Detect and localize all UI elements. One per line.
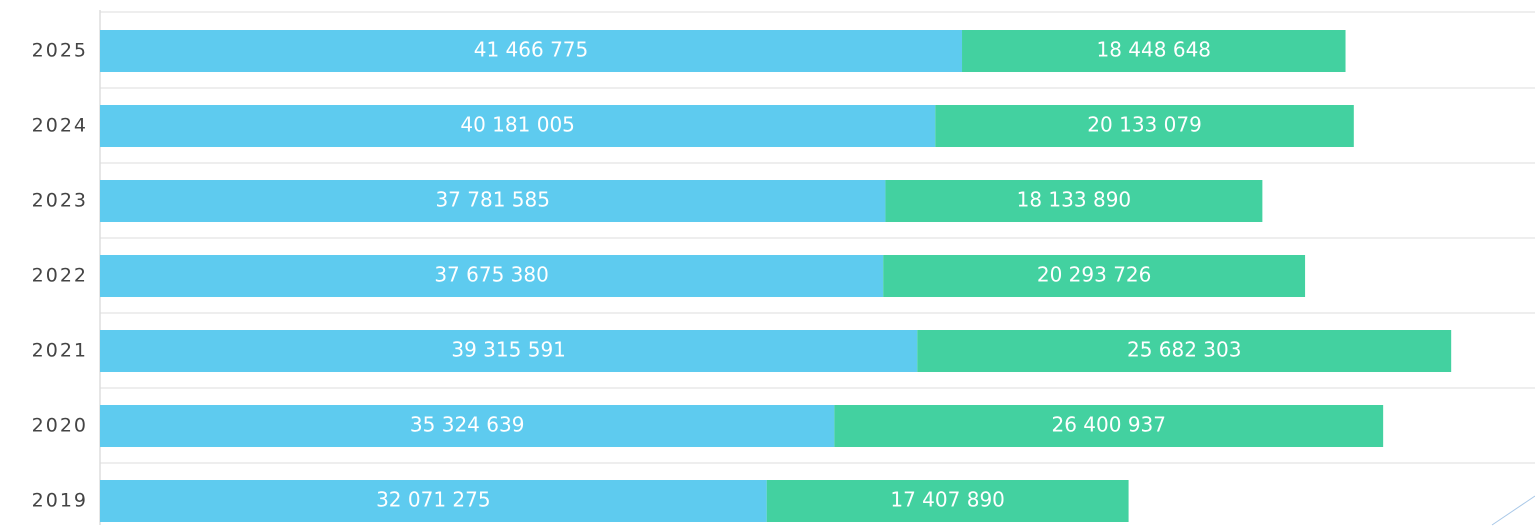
- bar-segment: [935, 105, 1354, 147]
- y-tick-label: 2021: [32, 340, 88, 362]
- data-label: 39 315 591: [451, 338, 566, 362]
- data-label: 26 400 937: [1051, 413, 1166, 437]
- bar-segment: [100, 480, 767, 522]
- bar-segment: [100, 180, 886, 222]
- data-label: 20 133 079: [1087, 113, 1202, 137]
- bar-segment: [100, 105, 936, 147]
- bar-segment: [834, 405, 1384, 447]
- bar-segment: [100, 30, 963, 72]
- bar-segment: [883, 255, 1306, 297]
- data-label: 17 407 890: [890, 488, 1005, 512]
- y-tick-label: 2023: [32, 190, 88, 212]
- y-tick-label: 2024: [32, 115, 88, 137]
- bar-segment: [100, 255, 884, 297]
- bar-segment: [917, 330, 1452, 372]
- data-label: 20 293 726: [1037, 263, 1152, 287]
- bar-segment: [766, 480, 1129, 522]
- data-label: 32 071 275: [376, 488, 491, 512]
- data-label: 18 448 648: [1097, 38, 1212, 62]
- data-label: 25 682 303: [1127, 338, 1242, 362]
- bar-segment: [962, 30, 1346, 72]
- data-label: 35 324 639: [410, 413, 525, 437]
- y-tick-label: 2020: [32, 415, 88, 437]
- data-label: 18 133 890: [1017, 188, 1132, 212]
- frame: [99, 10, 1535, 526]
- data-label: 41 466 775: [474, 38, 589, 62]
- bar-segment: [100, 330, 918, 372]
- y-tick-label: 2022: [32, 265, 88, 287]
- data-label: 40 181 005: [460, 113, 575, 137]
- corner-decoration: [1491, 495, 1535, 526]
- bar-segment: [885, 180, 1263, 222]
- data-label: 37 675 380: [434, 263, 549, 287]
- data-label: 37 781 585: [435, 188, 550, 212]
- y-tick-label: 2025: [32, 40, 88, 62]
- y-tick-label: 2019: [32, 490, 88, 512]
- bar-segment: [100, 405, 835, 447]
